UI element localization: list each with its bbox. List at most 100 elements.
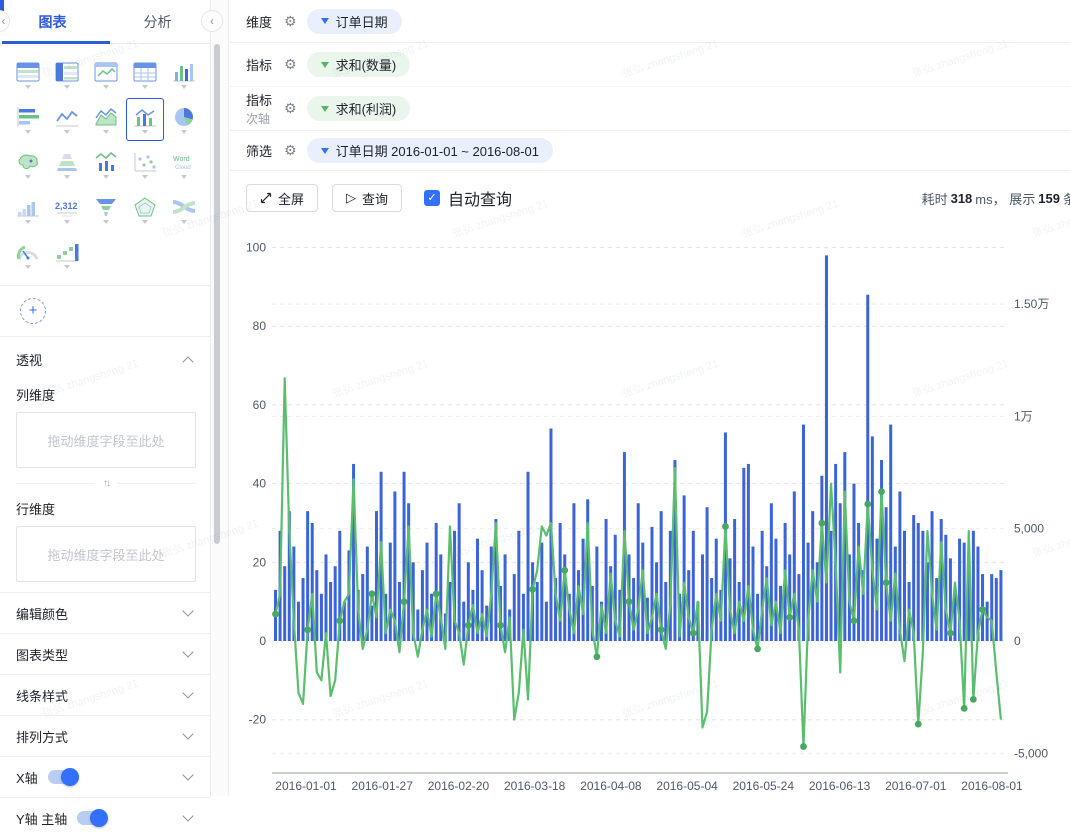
word-cloud-icon[interactable]: Word Cloud	[165, 143, 203, 186]
pill-caret-icon	[320, 18, 329, 24]
query-stats: 耗时 318 ms， 展示 159 条	[921, 190, 1070, 207]
icon-variant-caret	[25, 219, 31, 224]
style-section-1[interactable]: 图表类型	[0, 633, 210, 674]
dropzone-placeholder: 拖动维度字段至此处	[47, 547, 165, 563]
decomposition-tree-icon[interactable]	[48, 233, 86, 276]
gear-icon[interactable]: ⚙	[284, 56, 297, 72]
icon-variant-caret	[25, 129, 31, 134]
icon-variant-caret	[103, 84, 109, 89]
svg-text:0: 0	[1014, 634, 1021, 648]
table-emphasis-icon[interactable]	[48, 53, 86, 96]
auto-query-option[interactable]: ✓ 自动查询	[424, 186, 512, 210]
line-column-icon[interactable]	[87, 143, 125, 186]
tab-charts[interactable]: 图表	[38, 14, 67, 30]
config-row-1: 指标 ⚙ 求和(数量)	[230, 43, 1070, 87]
trend-table-icon[interactable]	[87, 53, 125, 96]
combo-chart[interactable]: 100 80 60 40 20 0 -20 1.50万 1万 5,000 0 -5,000 2016-0…	[230, 224, 1070, 796]
column-dimension-label: 列维度	[16, 388, 56, 403]
field-pill[interactable]: 求和(数量)	[306, 52, 411, 77]
row-dimension-dropzone[interactable]: 拖动维度字段至此处	[16, 526, 196, 582]
icon-variant-caret	[25, 84, 31, 89]
field-pill[interactable]: 订单日期 2016-01-01 ~ 2016-08-01	[306, 138, 553, 163]
plain-table-icon[interactable]	[126, 53, 164, 96]
play-icon: ▷	[346, 190, 357, 205]
yaxis-section-row[interactable]: Y轴 主轴	[0, 797, 210, 838]
icon-variant-caret	[64, 219, 70, 224]
left-edge-accent	[0, 0, 4, 14]
chart-type-grid: Word Cloud 2,312	[0, 44, 210, 279]
area-chart-icon[interactable]	[87, 98, 125, 141]
icon-variant-caret	[64, 174, 70, 179]
sankey-chart-icon[interactable]	[165, 188, 203, 231]
svg-text:2016-01-01: 2016-01-01	[275, 779, 337, 793]
svg-text:100: 100	[246, 241, 266, 255]
map-chart-icon[interactable]	[9, 143, 47, 186]
swap-arrows-icon[interactable]: ↑↓	[103, 478, 111, 489]
style-section-3[interactable]: 排列方式	[0, 715, 210, 756]
crosstab-icon[interactable]	[9, 53, 47, 96]
column-dimension-dropzone[interactable]: 拖动维度字段至此处	[16, 412, 196, 468]
svg-text:60: 60	[253, 398, 267, 412]
fullscreen-label: 全屏	[278, 191, 305, 207]
config-row-0: 维度 ⚙ 订单日期	[230, 0, 1070, 43]
svg-text:20: 20	[253, 555, 267, 569]
field-pill[interactable]: 订单日期	[306, 8, 402, 34]
pivot-section-header[interactable]: 透视	[0, 337, 210, 377]
query-label: 查询	[362, 191, 389, 207]
gear-icon[interactable]: ⚙	[284, 100, 297, 116]
bar-chart-icon[interactable]	[9, 98, 47, 141]
svg-text:1.50万: 1.50万	[1014, 297, 1049, 311]
svg-text:2,312: 2,312	[55, 201, 78, 211]
kpi-card-icon[interactable]: 2,312	[48, 188, 86, 231]
dropzone-placeholder: 拖动维度字段至此处	[47, 433, 165, 449]
tab-analysis[interactable]: 分析	[143, 14, 172, 30]
radar-chart-icon[interactable]	[126, 188, 164, 231]
funnel-chart-icon[interactable]	[87, 188, 125, 231]
gear-icon[interactable]: ⚙	[284, 142, 297, 158]
pyramid-chart-icon[interactable]	[48, 143, 86, 186]
icon-variant-caret	[181, 174, 187, 179]
pie-chart-icon[interactable]	[165, 98, 203, 141]
xaxis-section-row[interactable]: X轴	[0, 756, 210, 797]
gear-icon[interactable]: ⚙	[284, 12, 297, 29]
pill-caret-icon	[320, 105, 329, 112]
config-row-label: 指标 次轴	[246, 93, 273, 126]
add-chart-type-button[interactable]: +	[20, 298, 46, 324]
style-section-0[interactable]: 编辑颜色	[0, 592, 210, 633]
query-button[interactable]: ▷ 查询	[332, 184, 403, 212]
field-pill[interactable]: 求和(利润)	[306, 96, 411, 121]
pill-label: 订单日期 2016-01-01 ~ 2016-08-01	[335, 144, 539, 159]
line-chart-icon[interactable]	[48, 98, 86, 141]
config-row-3: 筛选 ⚙ 订单日期 2016-01-01 ~ 2016-08-01	[230, 131, 1070, 171]
histogram-icon[interactable]	[9, 188, 47, 231]
scatter-chart-icon[interactable]	[126, 143, 164, 186]
svg-text:40: 40	[253, 477, 267, 491]
combo-chart-icon[interactable]	[126, 98, 164, 141]
svg-text:0: 0	[259, 634, 266, 648]
active-tab-underline	[2, 41, 110, 44]
gauge-chart-icon[interactable]	[9, 233, 47, 276]
column-chart-icon[interactable]	[165, 53, 203, 96]
svg-text:2016-01-27: 2016-01-27	[352, 779, 414, 793]
icon-variant-caret	[142, 219, 148, 224]
svg-text:2016-05-24: 2016-05-24	[733, 779, 795, 793]
svg-text:1万: 1万	[1014, 409, 1033, 423]
config-row-label: 筛选	[246, 144, 273, 159]
collapse-sidebar-button[interactable]: ‹	[201, 10, 223, 32]
query-config-rows: 维度 ⚙ 订单日期 指标 ⚙ 求和(数量) 指标 次轴 ⚙ 求和(利润) 筛选 ⚙ 订单日期 2016-…	[230, 0, 1070, 171]
sidebar-scrollbar[interactable]	[214, 44, 220, 544]
add-chart-row: +	[0, 285, 210, 337]
svg-text:80: 80	[253, 319, 267, 333]
auto-query-checkbox[interactable]: ✓	[424, 190, 441, 206]
main-panel: 维度 ⚙ 订单日期 指标 ⚙ 求和(数量) 指标 次轴 ⚙ 求和(利润) 筛选 ⚙ 订单日期 2016-…	[230, 0, 1070, 796]
svg-text:2016-03-18: 2016-03-18	[504, 779, 566, 793]
fullscreen-button[interactable]: 全屏	[246, 184, 319, 212]
chevron-up-icon	[182, 355, 194, 368]
style-section-2[interactable]: 线条样式	[0, 674, 210, 715]
xaxis-toggle[interactable]	[47, 768, 79, 786]
config-row-label: 维度	[246, 14, 273, 30]
yaxis-toggle[interactable]	[77, 809, 109, 827]
auto-query-label: 自动查询	[448, 192, 513, 209]
icon-variant-caret	[25, 174, 31, 179]
icon-variant-caret	[25, 264, 31, 269]
